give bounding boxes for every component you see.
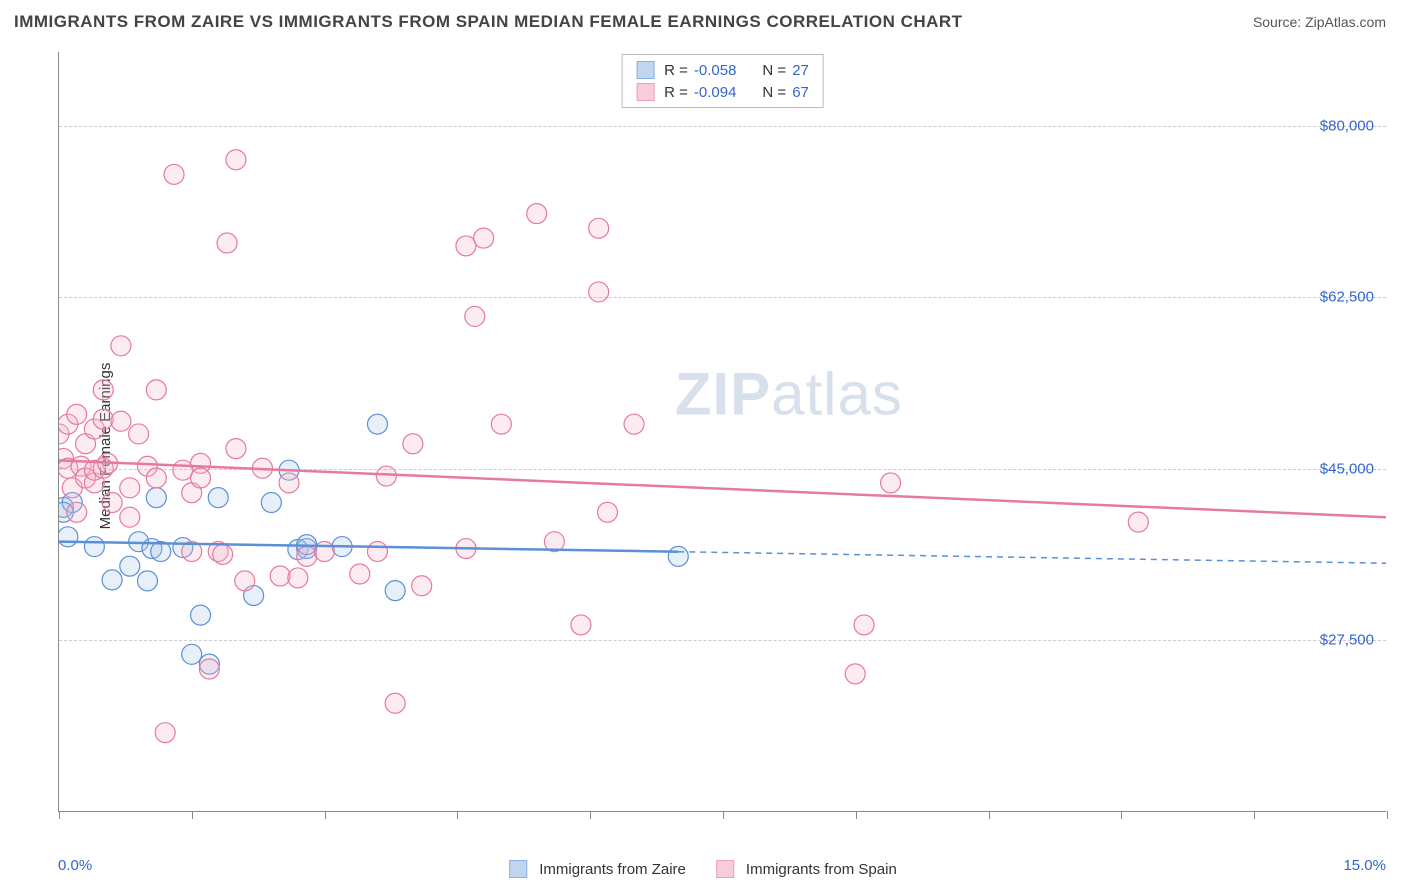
scatter-point-spain [164, 164, 184, 184]
x-tick [590, 811, 591, 819]
scatter-point-spain [491, 414, 511, 434]
x-tick [856, 811, 857, 819]
scatter-point-spain [527, 204, 547, 224]
scatter-point-zaire [137, 571, 157, 591]
r-label: R = [664, 62, 688, 79]
scatter-svg [59, 52, 1386, 811]
x-tick [1121, 811, 1122, 819]
scatter-point-spain [624, 414, 644, 434]
scatter-point-spain [155, 723, 175, 743]
x-tick [457, 811, 458, 819]
scatter-point-spain [403, 434, 423, 454]
scatter-point-spain [102, 493, 122, 513]
series-label: Immigrants from Spain [746, 861, 897, 878]
scatter-point-spain [120, 507, 140, 527]
regression-line-spain [59, 460, 1386, 517]
scatter-point-zaire [208, 488, 228, 508]
scatter-point-spain [412, 576, 432, 596]
x-tick [192, 811, 193, 819]
series-legend-item: Immigrants from Spain [716, 860, 897, 878]
scatter-point-zaire [182, 644, 202, 664]
scatter-point-spain [297, 546, 317, 566]
scatter-point-spain [213, 544, 233, 564]
scatter-point-zaire [59, 527, 78, 547]
scatter-point-spain [589, 218, 609, 238]
x-tick [989, 811, 990, 819]
x-tick [1387, 811, 1388, 819]
scatter-point-zaire [84, 537, 104, 557]
plot-area: ZIPatlas R = -0.058N = 27R = -0.094N = 6… [58, 52, 1386, 812]
scatter-point-spain [1128, 512, 1148, 532]
correlation-legend-row: R = -0.094 N = 67 [636, 81, 809, 103]
scatter-point-zaire [120, 556, 140, 576]
scatter-point-spain [191, 468, 211, 488]
scatter-point-spain [217, 233, 237, 253]
n-value: 27 [792, 62, 809, 79]
correlation-legend: R = -0.058 N = 27 R = -0.094 N = 67 [621, 54, 824, 108]
scatter-point-spain [474, 228, 494, 248]
scatter-point-spain [376, 466, 396, 486]
scatter-point-spain [129, 424, 149, 444]
scatter-point-spain [367, 541, 387, 561]
scatter-point-spain [146, 468, 166, 488]
scatter-point-spain [881, 473, 901, 493]
scatter-point-spain [199, 659, 219, 679]
series-legend: Immigrants from Zaire Immigrants from Spa… [509, 860, 897, 878]
legend-swatch-icon [716, 860, 734, 878]
scatter-point-spain [111, 336, 131, 356]
n-value: 67 [792, 84, 809, 101]
x-axis-max-label: 15.0% [1343, 857, 1386, 874]
r-label: R = [664, 84, 688, 101]
correlation-legend-row: R = -0.058 N = 27 [636, 59, 809, 81]
scatter-point-zaire [146, 488, 166, 508]
legend-swatch-icon [636, 61, 654, 79]
scatter-point-spain [854, 615, 874, 635]
scatter-point-spain [270, 566, 290, 586]
scatter-point-spain [235, 571, 255, 591]
scatter-point-spain [226, 150, 246, 170]
x-tick [723, 811, 724, 819]
scatter-point-spain [120, 478, 140, 498]
legend-swatch-icon [509, 860, 527, 878]
series-legend-item: Immigrants from Zaire [509, 860, 686, 878]
scatter-point-spain [350, 564, 370, 584]
scatter-point-zaire [367, 414, 387, 434]
x-tick [1254, 811, 1255, 819]
n-label: N = [762, 62, 786, 79]
n-label: N = [762, 84, 786, 101]
scatter-point-spain [93, 380, 113, 400]
scatter-point-spain [385, 693, 405, 713]
scatter-point-zaire [102, 570, 122, 590]
scatter-point-spain [314, 541, 334, 561]
scatter-point-spain [598, 502, 618, 522]
legend-swatch-icon [636, 83, 654, 101]
scatter-point-spain [226, 439, 246, 459]
scatter-point-zaire [668, 546, 688, 566]
scatter-point-spain [456, 236, 476, 256]
scatter-point-zaire [385, 581, 405, 601]
x-tick [59, 811, 60, 819]
scatter-point-spain [93, 409, 113, 429]
series-label: Immigrants from Zaire [539, 861, 686, 878]
chart-title: IMMIGRANTS FROM ZAIRE VS IMMIGRANTS FROM… [14, 12, 963, 32]
r-value: -0.058 [694, 62, 737, 79]
regression-line-ext-zaire [678, 552, 1386, 563]
scatter-point-zaire [191, 605, 211, 625]
source-label: Source: ZipAtlas.com [1253, 14, 1386, 30]
scatter-point-spain [571, 615, 591, 635]
r-value: -0.094 [694, 84, 737, 101]
scatter-point-spain [465, 306, 485, 326]
scatter-point-spain [146, 380, 166, 400]
scatter-point-spain [279, 473, 299, 493]
x-axis-min-label: 0.0% [58, 857, 92, 874]
x-tick [325, 811, 326, 819]
scatter-point-spain [67, 502, 87, 522]
scatter-point-zaire [261, 493, 281, 513]
scatter-point-spain [67, 404, 87, 424]
scatter-point-spain [845, 664, 865, 684]
scatter-point-spain [589, 282, 609, 302]
scatter-point-spain [173, 460, 193, 480]
scatter-point-spain [111, 411, 131, 431]
scatter-point-spain [288, 568, 308, 588]
